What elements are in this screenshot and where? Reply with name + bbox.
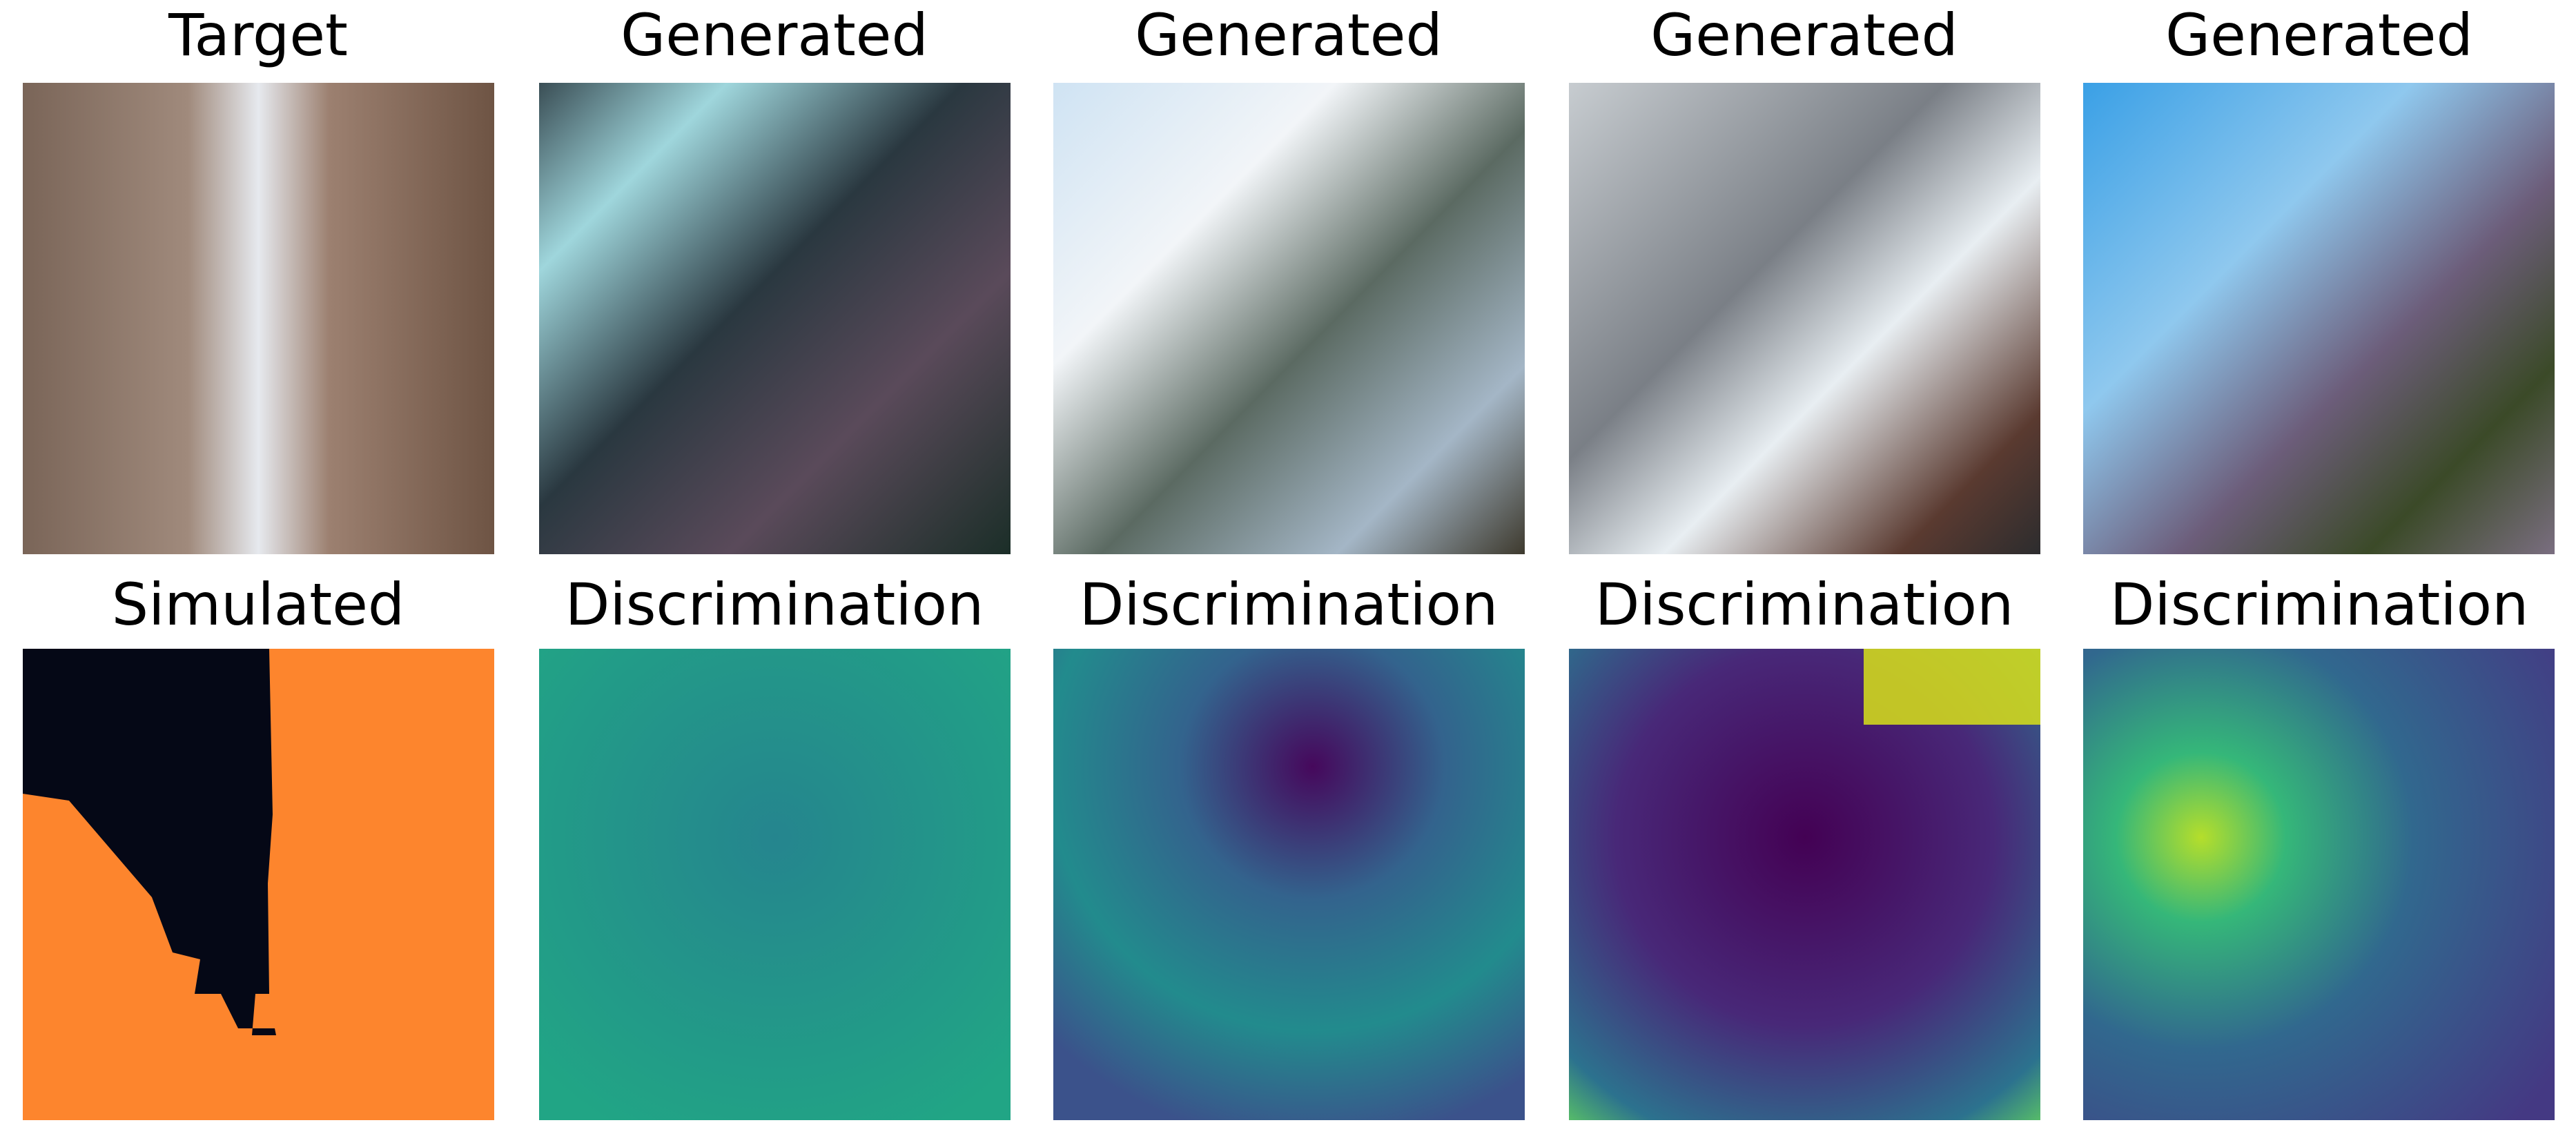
discrimination-map [1569, 649, 2040, 1120]
simulated-image [23, 649, 494, 1120]
discrimination-map [539, 649, 1011, 1120]
panel-title: Target [168, 1, 348, 69]
generated-image [2083, 83, 2555, 554]
generated-image [1053, 83, 1525, 554]
panel-title: Generated [1650, 1, 1958, 69]
generated-image [539, 83, 1011, 554]
discrimination-map [1053, 649, 1525, 1120]
target-image [23, 83, 494, 554]
generated-image [1569, 83, 2040, 554]
panel-title: Generated [1135, 1, 1443, 69]
panel-title: Discrimination [2110, 571, 2529, 638]
panel-title: Discrimination [1080, 571, 1499, 638]
panel-title: Discrimination [1595, 571, 2014, 638]
panel-title: Generated [621, 1, 928, 69]
panel-title: Simulated [112, 571, 404, 638]
simulated-region [23, 649, 276, 1035]
panel-title: Generated [2165, 1, 2473, 69]
panel-title: Discrimination [565, 571, 984, 638]
discrimination-map [2083, 649, 2555, 1120]
discrimination-highlight [1864, 649, 2040, 725]
